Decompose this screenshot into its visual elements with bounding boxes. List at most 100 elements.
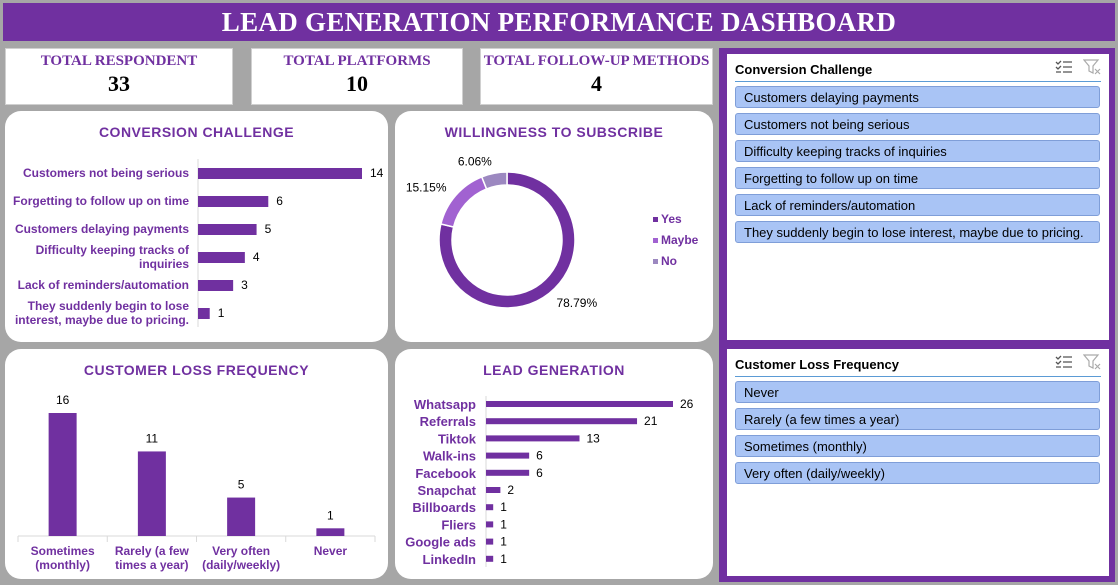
customer-loss-panel: CUSTOMER LOSS FREQUENCY 16 Sometimes (mont… bbox=[5, 349, 388, 579]
bar bbox=[227, 497, 256, 536]
kpi-value: 33 bbox=[108, 71, 130, 96]
kpi-total-follow-up-methods: TOTAL FOLLOW-UP METHODS 4 bbox=[480, 48, 713, 105]
bar bbox=[486, 538, 494, 545]
category-label: Very often bbox=[212, 544, 270, 558]
slice-label: 78.79% bbox=[556, 296, 597, 310]
bar bbox=[486, 418, 638, 425]
legend-swatch bbox=[653, 217, 658, 222]
bar bbox=[486, 435, 580, 442]
category-label: Sometimes bbox=[31, 544, 95, 558]
lead-generation-panel: LEAD GENERATION 26 Whatsapp 21 Referrals 13 T… bbox=[395, 349, 713, 579]
slicer-item[interactable]: Customers not being serious bbox=[735, 113, 1100, 135]
bar bbox=[316, 528, 345, 536]
legend-label: Maybe bbox=[661, 233, 699, 247]
kpi-label: TOTAL RESPONDENT bbox=[40, 53, 198, 69]
category-label: interest, maybe due to pricing. bbox=[15, 313, 189, 327]
lead-generation-chart: 26Whatsapp21Referrals13Tiktok6Walk-ins6F… bbox=[405, 396, 694, 567]
slicer-item[interactable]: Difficulty keeping tracks of inquiries bbox=[735, 140, 1100, 162]
data-label: 1 bbox=[500, 517, 507, 531]
bar bbox=[486, 469, 530, 476]
data-label: 1 bbox=[327, 508, 334, 522]
kpi-value: 10 bbox=[346, 71, 368, 96]
slicer-header: Conversion Challenge bbox=[735, 58, 1101, 82]
category-label: Lack of reminders/automation bbox=[18, 278, 189, 292]
data-label: 6 bbox=[276, 194, 283, 208]
data-label: 13 bbox=[587, 431, 601, 445]
category-label: LinkedIn bbox=[423, 552, 477, 567]
slicer-item[interactable]: Very often (daily/weekly) bbox=[735, 462, 1100, 484]
category-label: (daily/weekly) bbox=[202, 558, 280, 572]
category-label: Customers not being serious bbox=[23, 166, 189, 180]
slicer-item[interactable]: Rarely (a few times a year) bbox=[735, 408, 1100, 430]
customer-loss-title: CUSTOMER LOSS FREQUENCY bbox=[83, 362, 310, 378]
lead-generation-title: LEAD GENERATION bbox=[483, 362, 625, 378]
bar bbox=[486, 452, 530, 459]
data-label: 5 bbox=[265, 222, 272, 236]
data-label: 5 bbox=[238, 478, 245, 492]
slicer-item[interactable]: Forgetting to follow up on time bbox=[735, 167, 1100, 189]
category-label: (monthly) bbox=[35, 558, 90, 572]
category-label: Walk-ins bbox=[423, 449, 476, 464]
data-label: 1 bbox=[500, 500, 507, 514]
category-label: Customers delaying payments bbox=[15, 222, 189, 236]
bar bbox=[198, 308, 210, 319]
category-label: Billboards bbox=[412, 500, 476, 515]
category-label: Rarely (a few bbox=[115, 544, 190, 558]
data-label: 21 bbox=[644, 414, 658, 428]
data-label: 11 bbox=[146, 431, 159, 445]
willingness-chart: 78.79% 15.15% 6.06% Yes Maybe No bbox=[406, 154, 699, 310]
data-label: 4 bbox=[253, 250, 260, 264]
slicer-item[interactable]: They suddenly begin to lose interest, ma… bbox=[735, 221, 1100, 243]
category-label: They suddenly begin to lose bbox=[28, 299, 190, 313]
conversion-challenge-panel: CONVERSION CHALLENGE 14 Customers not bei… bbox=[5, 111, 388, 342]
bar bbox=[486, 487, 501, 493]
data-label: 6 bbox=[536, 466, 543, 480]
legend-swatch bbox=[653, 238, 658, 243]
category-label: Difficulty keeping tracks of bbox=[36, 243, 190, 257]
clear-filter-icon[interactable] bbox=[1082, 59, 1101, 80]
data-label: 1 bbox=[500, 552, 507, 566]
bar bbox=[486, 504, 494, 511]
clear-filter-icon[interactable] bbox=[1082, 354, 1101, 375]
customer-loss-slicer: Customer Loss Frequency Never Rarely (a f… bbox=[727, 349, 1109, 576]
slicer-item[interactable]: Sometimes (monthly) bbox=[735, 435, 1100, 457]
category-label: Referrals bbox=[420, 414, 476, 429]
category-label: Snapchat bbox=[417, 483, 476, 498]
bar bbox=[198, 252, 245, 263]
multi-select-icon[interactable] bbox=[1055, 59, 1073, 80]
legend-label: Yes bbox=[661, 212, 682, 226]
multi-select-icon[interactable] bbox=[1055, 354, 1073, 375]
data-label: 26 bbox=[680, 397, 694, 411]
conversion-challenge-title: CONVERSION CHALLENGE bbox=[98, 124, 295, 140]
kpi-label: TOTAL FOLLOW-UP METHODS bbox=[483, 53, 710, 69]
data-label: 3 bbox=[241, 278, 248, 292]
slicer-item[interactable]: Never bbox=[735, 381, 1100, 403]
category-label: Forgetting to follow up on time bbox=[13, 194, 189, 208]
category-label: Google ads bbox=[405, 535, 476, 550]
data-label: 16 bbox=[56, 393, 70, 407]
kpi-total-respondent: TOTAL RESPONDENT 33 bbox=[5, 48, 233, 105]
category-label: Fliers bbox=[441, 517, 476, 532]
data-label: 2 bbox=[507, 483, 514, 497]
category-label: Tiktok bbox=[438, 431, 477, 446]
willingness-title: WILLINGNESS TO SUBSCRIBE bbox=[444, 124, 664, 140]
category-label: Facebook bbox=[415, 466, 476, 481]
conversion-challenge-slicer: Conversion Challenge Customers delaying … bbox=[727, 54, 1109, 340]
slicer-item[interactable]: Lack of reminders/automation bbox=[735, 194, 1100, 216]
slicer-title: Conversion Challenge bbox=[735, 62, 873, 77]
willingness-panel: WILLINGNESS TO SUBSCRIBE 78.79% 15.15% 6.0… bbox=[395, 111, 713, 342]
legend-label: No bbox=[661, 254, 677, 268]
bar bbox=[486, 521, 494, 528]
data-label: 1 bbox=[500, 535, 507, 549]
bar bbox=[48, 413, 77, 536]
category-label: Never bbox=[314, 544, 348, 558]
slice-no bbox=[480, 171, 508, 190]
slicer-item[interactable]: Customers delaying payments bbox=[735, 86, 1100, 108]
bar bbox=[198, 280, 234, 291]
bar bbox=[198, 196, 269, 207]
bar bbox=[198, 224, 257, 235]
slicer-title: Customer Loss Frequency bbox=[735, 357, 899, 372]
bar bbox=[486, 555, 494, 562]
slice-maybe bbox=[440, 175, 488, 228]
